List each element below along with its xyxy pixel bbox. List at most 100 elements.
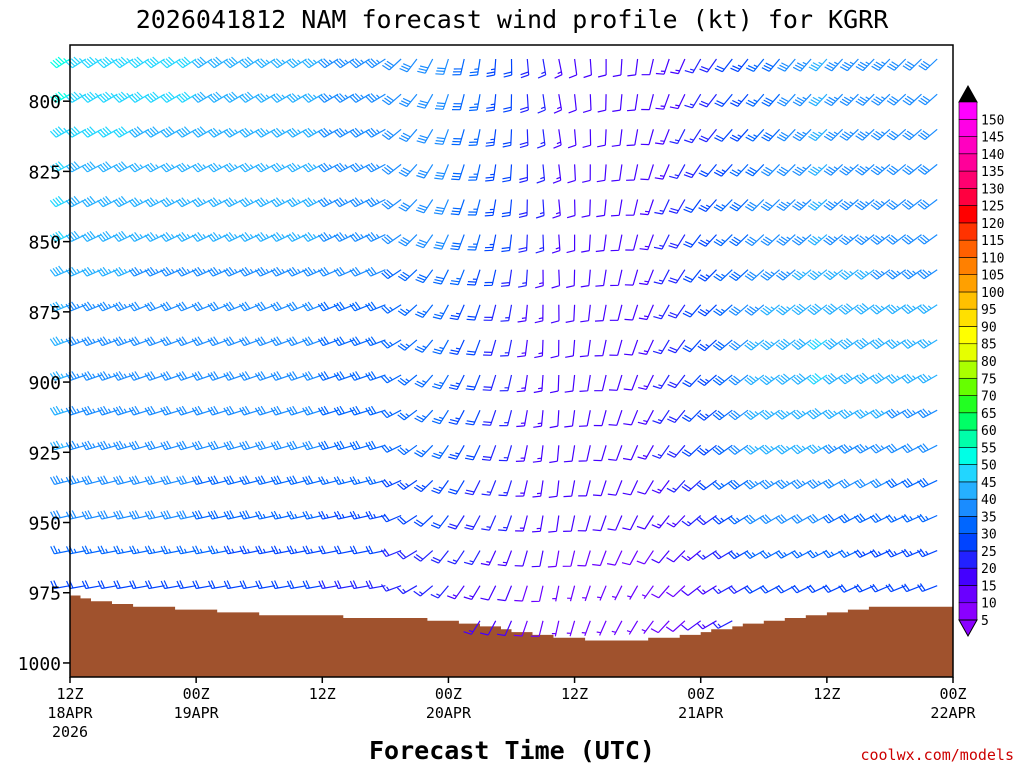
wind-barb <box>886 128 907 141</box>
wind-barb <box>870 337 891 350</box>
wind-barb <box>682 304 702 318</box>
y-axis: 800 825 850 875 900 925 950 975 1000 <box>18 92 70 675</box>
wind-barb <box>207 510 228 520</box>
wind-barb <box>434 164 449 180</box>
wind-barb <box>744 234 765 247</box>
wind-barb <box>790 513 812 524</box>
wind-barb <box>160 197 181 208</box>
wind-barb <box>727 585 749 595</box>
wind-barb <box>81 580 102 590</box>
wind-barb <box>776 163 796 177</box>
wind-barb <box>681 620 702 631</box>
wind-barb <box>792 128 812 142</box>
wind-barb <box>396 550 418 560</box>
wind-barb <box>97 336 118 347</box>
wind-barb <box>549 374 560 394</box>
wind-barb <box>499 410 513 427</box>
wind-barb <box>160 475 181 485</box>
wind-barb <box>669 164 686 179</box>
y-tick-label: 900 <box>28 373 61 394</box>
wind-barb <box>712 479 733 490</box>
wind-barb <box>696 479 717 491</box>
wind-barb <box>728 269 749 281</box>
wind-barb <box>727 550 749 560</box>
colorbar-swatch <box>958 585 978 604</box>
wind-barb <box>611 129 623 147</box>
wind-barb <box>713 199 733 212</box>
wind-barb <box>607 515 623 531</box>
wind-barb <box>97 161 118 173</box>
wind-barb <box>775 304 796 316</box>
wind-barb <box>807 234 828 246</box>
x-tick-date: 18APR <box>47 704 93 722</box>
wind-barb <box>565 339 576 358</box>
wind-barb <box>697 374 717 386</box>
wind-barb <box>536 164 546 184</box>
wind-barb <box>917 199 938 210</box>
wind-barb <box>627 58 639 77</box>
wind-barb <box>191 56 213 69</box>
wind-barb <box>112 371 134 381</box>
wind-barb <box>97 301 118 312</box>
wind-barb <box>652 374 670 390</box>
wind-barb <box>917 373 938 384</box>
wind-barb <box>563 515 576 532</box>
wind-barb <box>302 127 323 138</box>
x-tick-label: 12Z <box>56 685 83 703</box>
wind-barb <box>349 476 370 485</box>
wind-barb <box>160 266 181 277</box>
wind-barb <box>854 234 875 246</box>
wind-barb <box>334 580 354 590</box>
wind-barb <box>223 510 244 520</box>
wind-barb <box>500 304 513 322</box>
wind-barb <box>286 197 307 208</box>
wind-barb <box>566 269 576 289</box>
wind-barb <box>901 199 922 210</box>
chart-title: 2026041812 NAM forecast wind profile (kt… <box>136 5 890 34</box>
wind-barb <box>464 445 481 461</box>
wind-barb <box>239 475 260 485</box>
wind-barb <box>239 301 260 312</box>
wind-barb <box>697 304 717 317</box>
colorbar-swatch <box>958 516 978 534</box>
wind-barb <box>144 440 165 451</box>
wind-barbs <box>49 56 938 637</box>
wind-barb <box>97 440 118 451</box>
wind-barb <box>729 128 749 142</box>
wind-barb <box>790 584 812 594</box>
wind-barb <box>513 620 528 637</box>
wind-barb <box>839 128 859 141</box>
wind-barb <box>759 409 780 420</box>
wind-barb <box>792 58 812 72</box>
wind-barb <box>433 199 449 215</box>
wind-barb <box>638 304 654 321</box>
wind-barb <box>49 230 71 242</box>
wind-barb <box>239 91 260 103</box>
wind-barb <box>452 58 465 76</box>
wind-barb <box>870 128 891 141</box>
wind-barb <box>502 129 513 148</box>
wind-barb <box>302 301 323 312</box>
wind-barb <box>286 232 307 242</box>
wind-barb <box>792 93 812 107</box>
wind-barb <box>655 129 670 145</box>
wind-barb <box>744 199 765 212</box>
wind-barb <box>514 550 528 567</box>
wind-barb <box>681 585 702 596</box>
wind-barb <box>49 371 71 381</box>
wind-barb <box>483 304 497 321</box>
wind-barb <box>270 266 292 277</box>
wind-barb <box>839 93 859 107</box>
wind-barb <box>254 127 276 138</box>
wind-barb <box>855 58 875 72</box>
wind-barb <box>681 479 702 492</box>
wind-barb <box>823 303 843 315</box>
wind-barb <box>176 266 197 277</box>
wind-barb <box>160 371 181 381</box>
colorbar-swatch <box>958 360 978 379</box>
wind-barb <box>855 163 875 176</box>
wind-barb <box>567 585 576 602</box>
wind-barb <box>434 94 449 110</box>
wind-barb <box>207 301 228 312</box>
wind-barb <box>823 199 843 211</box>
